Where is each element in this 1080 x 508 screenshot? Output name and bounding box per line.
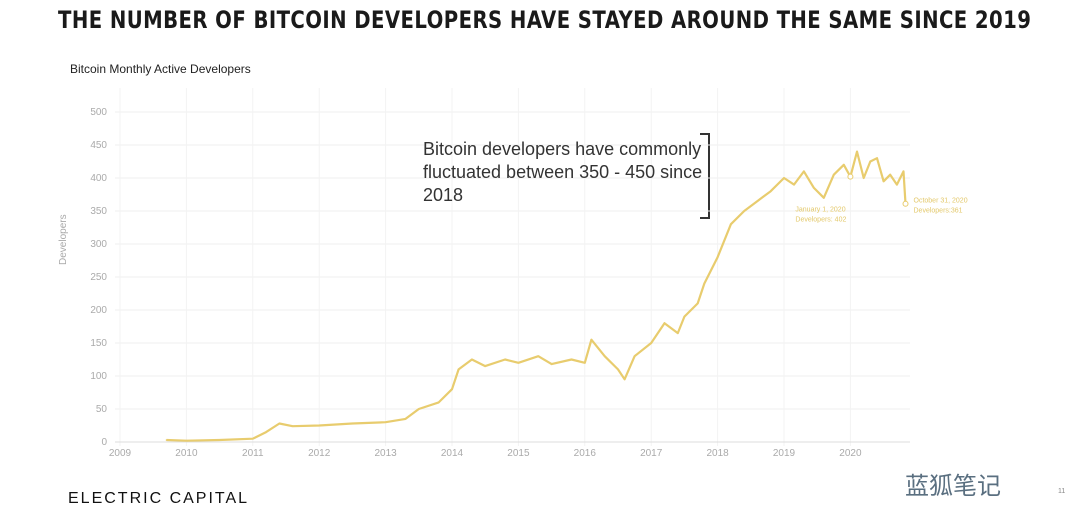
data-point xyxy=(252,437,254,440)
y-tick-label: 350 xyxy=(90,206,107,217)
data-point xyxy=(550,363,553,365)
data-point xyxy=(683,315,686,318)
electric-capital-logo: ELECTRIC CAPITAL xyxy=(68,490,250,507)
x-tick-label: 2009 xyxy=(109,448,132,459)
data-point xyxy=(451,388,453,391)
data-point xyxy=(437,401,440,404)
data-point xyxy=(793,183,795,186)
data-point xyxy=(896,183,898,186)
watermark: 蓝狐笔记 xyxy=(905,473,1001,500)
annotation-marker xyxy=(902,200,909,207)
data-point xyxy=(743,210,745,212)
bracket xyxy=(700,133,710,219)
data-point xyxy=(603,355,606,358)
data-point xyxy=(590,338,593,341)
y-tick-label: 250 xyxy=(90,272,107,283)
data-point xyxy=(769,190,772,192)
x-tick-label: 2018 xyxy=(706,448,729,459)
data-point xyxy=(291,425,294,427)
y-tick-label: 300 xyxy=(90,239,107,250)
data-point xyxy=(882,180,885,183)
data-point xyxy=(842,164,845,166)
data-point xyxy=(862,177,865,179)
data-point xyxy=(404,418,407,420)
data-point xyxy=(617,368,619,371)
data-point xyxy=(650,342,652,344)
data-point xyxy=(351,422,354,425)
data-point xyxy=(876,157,878,159)
data-point xyxy=(218,439,221,441)
x-tick-label: 2012 xyxy=(308,448,331,459)
data-point xyxy=(318,424,321,427)
page-number: 11 xyxy=(1058,488,1066,495)
data-point xyxy=(696,302,699,305)
data-point xyxy=(823,197,825,199)
x-tick-label: 2019 xyxy=(773,448,796,459)
chart-annotation: Bitcoin developers have commonly fluctua… xyxy=(423,139,703,205)
data-point xyxy=(457,368,460,371)
data-point xyxy=(570,358,573,361)
x-tick-label: 2011 xyxy=(242,448,264,459)
data-point xyxy=(185,439,188,442)
data-point xyxy=(165,439,168,441)
y-tick-label: 50 xyxy=(96,404,108,415)
data-point xyxy=(703,282,706,285)
y-tick-label: 450 xyxy=(90,140,107,151)
x-tick-label: 2017 xyxy=(640,448,663,459)
x-tick-label: 2015 xyxy=(507,448,530,459)
annotation-marker xyxy=(847,173,854,180)
data-point xyxy=(504,358,506,361)
y-tick-label: 150 xyxy=(90,338,107,349)
data-point xyxy=(278,422,281,425)
headline: THE NUMBER OF BITCOIN DEVELOPERS HAVE ST… xyxy=(58,6,1032,34)
data-point xyxy=(265,431,267,433)
data-point xyxy=(584,362,586,364)
data-point xyxy=(623,378,626,381)
data-point xyxy=(856,150,858,153)
data-point xyxy=(633,355,636,358)
data-point xyxy=(813,187,815,189)
x-tick-label: 2016 xyxy=(574,448,597,459)
annotation-label: October 31, 2020 xyxy=(914,198,968,205)
chart-title: Bitcoin Monthly Active Developers xyxy=(70,62,251,76)
data-point xyxy=(756,200,759,202)
data-point xyxy=(663,322,666,325)
data-point xyxy=(471,358,473,361)
y-tick-label: 500 xyxy=(90,107,107,118)
x-tick-label: 2010 xyxy=(175,448,198,459)
y-tick-label: 100 xyxy=(90,371,107,382)
data-point xyxy=(803,170,805,173)
data-point xyxy=(716,256,719,259)
data-point xyxy=(484,365,487,367)
y-tick-label: 400 xyxy=(90,173,107,184)
data-point xyxy=(384,421,387,424)
y-tick-label: 0 xyxy=(101,437,107,448)
annotation-label: January 1, 2020 xyxy=(795,207,845,214)
data-point xyxy=(676,332,679,334)
data-point xyxy=(889,173,892,176)
annotation-label: Developers:361 xyxy=(914,208,963,215)
data-point xyxy=(869,160,872,163)
y-tick-label: 200 xyxy=(90,305,107,316)
data-point xyxy=(418,408,420,410)
data-point xyxy=(833,173,835,176)
x-tick-label: 2013 xyxy=(374,448,397,459)
data-point xyxy=(902,170,905,173)
annotation-label: Developers: 402 xyxy=(795,217,846,224)
data-point xyxy=(730,223,732,225)
data-point xyxy=(517,362,520,364)
x-tick-label: 2020 xyxy=(839,448,862,459)
data-point xyxy=(783,177,785,179)
x-tick-label: 2014 xyxy=(441,448,464,459)
data-point xyxy=(537,355,540,358)
